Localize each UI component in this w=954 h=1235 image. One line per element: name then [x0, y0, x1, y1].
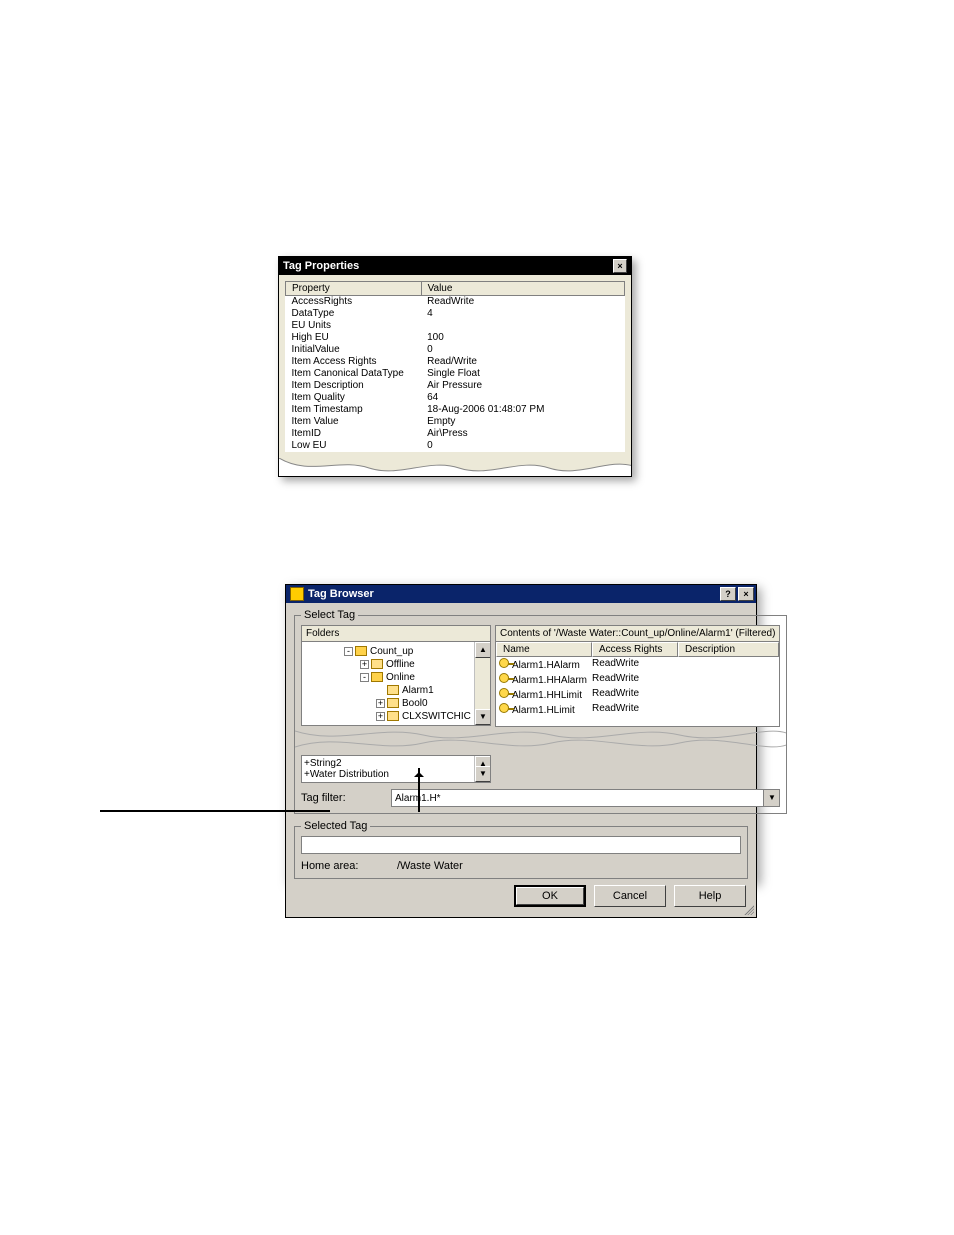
tree-label: Water Distribution [310, 769, 389, 780]
tree-item[interactable]: +String2 [304, 758, 488, 769]
table-row: Item DescriptionAir Pressure [286, 380, 625, 392]
tag-list[interactable]: Alarm1.HAlarmReadWriteAlarm1.HHAlarmRead… [495, 657, 780, 727]
scroll-down-icon[interactable]: ▼ [475, 709, 491, 725]
contents-path: Contents of '/Waste Water::Count_up/Onli… [495, 625, 780, 642]
torn-edge [279, 458, 631, 476]
tree-item[interactable]: + Bool0 [304, 697, 490, 710]
tree-label: Online [386, 672, 415, 683]
expand-icon[interactable]: + [376, 712, 385, 721]
list-item[interactable]: Alarm1.HLimitReadWrite [496, 702, 779, 717]
tree-label: Alarm1 [402, 685, 434, 696]
select-tag-legend: Select Tag [301, 609, 358, 621]
close-icon[interactable]: × [613, 259, 627, 273]
tag-properties-table: Property Value AccessRightsReadWriteData… [285, 281, 625, 452]
tag-filter-combo[interactable]: ▼ [391, 789, 780, 807]
select-tag-group: Select Tag Folders -Count_up+Offline-Onl… [294, 609, 787, 814]
selected-tag-group: Selected Tag Home area: /Waste Water [294, 820, 748, 879]
tag-filter-input[interactable] [392, 790, 763, 806]
scroll-down-icon[interactable]: ▼ [475, 766, 491, 782]
list-item[interactable]: Alarm1.HHLimitReadWrite [496, 687, 779, 702]
table-row: InitialValue0 [286, 344, 625, 356]
table-row: AccessRightsReadWrite [286, 296, 625, 309]
folder-icon [371, 659, 383, 669]
expand-icon[interactable]: + [360, 660, 369, 669]
tag-properties-title: Tag Properties [283, 257, 359, 275]
chevron-down-icon[interactable]: ▼ [763, 790, 779, 806]
tree-item[interactable]: +Water Distribution [304, 769, 488, 780]
folder-icon [387, 698, 399, 708]
ok-button[interactable]: OK [514, 885, 586, 907]
tree-item[interactable]: + CLXSWITCHIC [304, 710, 490, 723]
tree-label: Bool0 [402, 698, 428, 709]
col-name[interactable]: Name [496, 642, 592, 657]
help-button[interactable]: Help [674, 885, 746, 907]
folder-icon [371, 672, 383, 682]
table-row: Item Timestamp18-Aug-2006 01:48:07 PM [286, 404, 625, 416]
tag-icon [499, 673, 509, 683]
folders-header: Folders [301, 625, 491, 642]
tree-item[interactable]: + Offline [304, 658, 490, 671]
tag-icon [499, 658, 509, 668]
callout-line [100, 810, 330, 812]
col-desc[interactable]: Description [678, 642, 779, 657]
tag-icon [499, 703, 509, 713]
tag-properties-titlebar: Tag Properties × [279, 257, 631, 275]
callout-arrow-icon [418, 768, 420, 812]
tag-browser-titlebar[interactable]: Tag Browser ? × [286, 585, 756, 603]
tree-label: Offline [386, 659, 415, 670]
table-row: Item Access RightsRead/Write [286, 356, 625, 368]
folder-icon [387, 685, 399, 695]
col-property: Property [286, 282, 422, 296]
table-row: ItemIDAir\Press [286, 428, 625, 440]
expand-icon[interactable]: - [344, 647, 353, 656]
folder-icon [387, 711, 399, 721]
tree-scrollbar[interactable]: ▲ ▼ [474, 642, 490, 725]
selected-tag-legend: Selected Tag [301, 820, 370, 832]
tree-label: Count_up [370, 646, 413, 657]
col-value: Value [421, 282, 624, 296]
table-row: High EU100 [286, 332, 625, 344]
col-access[interactable]: Access Rights [592, 642, 678, 657]
cancel-button[interactable]: Cancel [594, 885, 666, 907]
tree-item[interactable]: - Count_up [304, 645, 490, 658]
close-icon[interactable]: × [738, 587, 754, 601]
help-icon[interactable]: ? [720, 587, 736, 601]
tree-scrollbar2[interactable]: ▲ ▼ [474, 756, 490, 782]
tag-browser-dialog: Tag Browser ? × Select Tag Folders - Coun… [285, 584, 757, 918]
folders-tree-continued[interactable]: +String2+Water Distribution ▲ ▼ [301, 755, 491, 783]
list-header[interactable]: Name Access Rights Description [495, 642, 780, 657]
table-row: Item Quality64 [286, 392, 625, 404]
tag-icon [499, 688, 509, 698]
table-row: Low EU0 [286, 440, 625, 452]
torn-split [295, 725, 786, 755]
scroll-up-icon[interactable]: ▲ [475, 642, 491, 658]
tag-browser-title: Tag Browser [308, 588, 374, 600]
folder-icon [355, 646, 367, 656]
home-area-value: /Waste Water [397, 860, 463, 872]
expand-icon[interactable]: - [360, 673, 369, 682]
resize-grip[interactable] [742, 903, 754, 915]
tag-filter-label: Tag filter: [301, 792, 385, 804]
tree-label: String2 [310, 758, 342, 769]
app-icon [290, 587, 304, 601]
folders-tree[interactable]: -Count_up+Offline-OnlineAlarm1+Bool0+CLX… [301, 642, 491, 726]
list-item[interactable]: Alarm1.HAlarmReadWrite [496, 657, 779, 672]
table-row: Item ValueEmpty [286, 416, 625, 428]
tree-label: CLXSWITCHIC [402, 711, 471, 722]
expand-icon[interactable]: + [376, 699, 385, 708]
table-row: DataType4 [286, 308, 625, 320]
selected-tag-input[interactable] [301, 836, 741, 854]
list-item[interactable]: Alarm1.HHAlarmReadWrite [496, 672, 779, 687]
tree-item[interactable]: - Online [304, 671, 490, 684]
home-area-label: Home area: [301, 860, 397, 872]
table-row: Item Canonical DataTypeSingle Float [286, 368, 625, 380]
tree-item[interactable]: Alarm1 [304, 684, 490, 697]
table-row: EU Units [286, 320, 625, 332]
tag-properties-tooltip: Tag Properties × Property Value AccessRi… [278, 256, 632, 477]
